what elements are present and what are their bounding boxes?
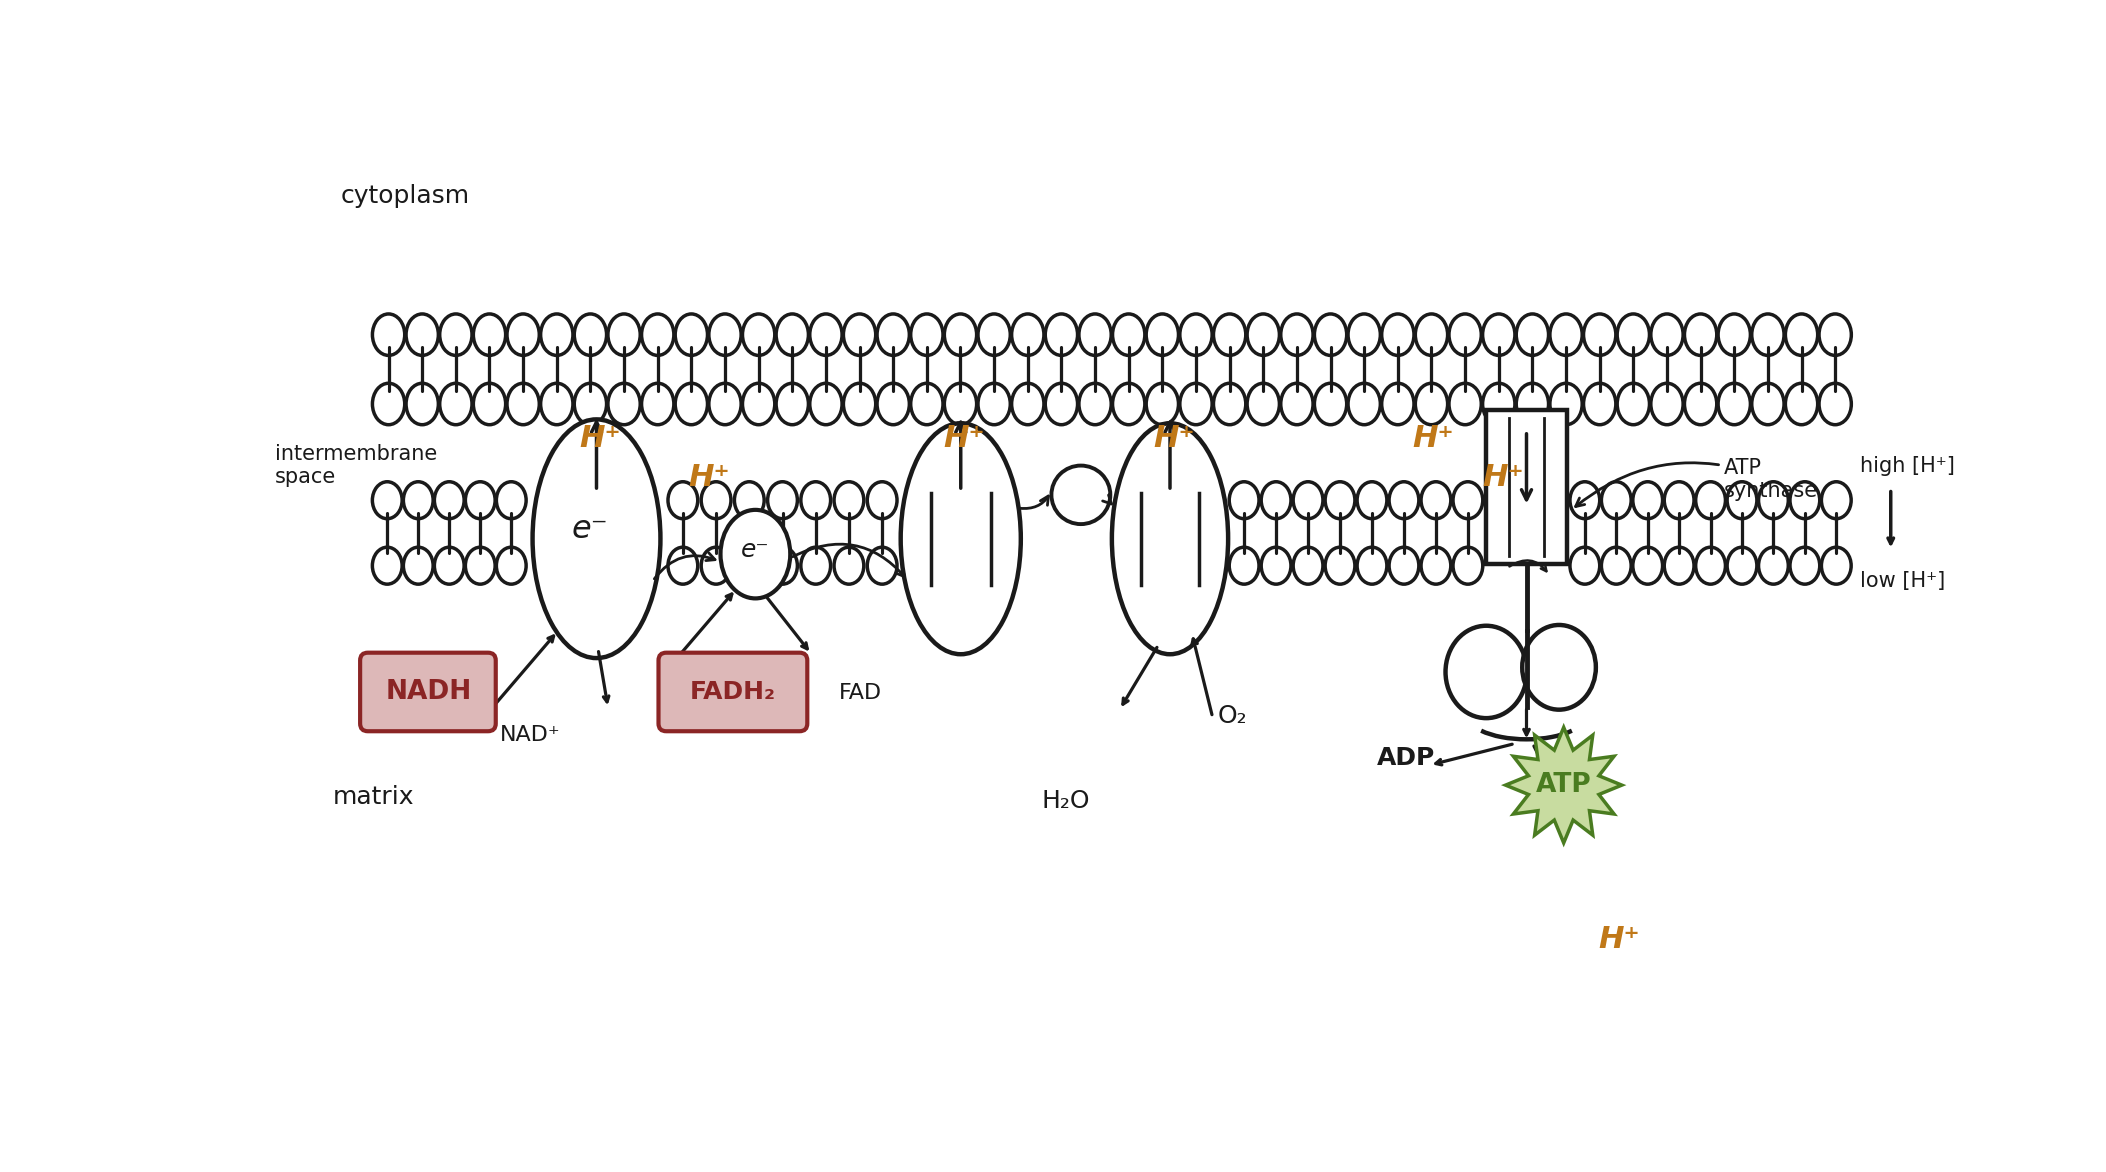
Ellipse shape — [1112, 423, 1228, 654]
Text: H⁺: H⁺ — [943, 424, 986, 454]
Circle shape — [1051, 465, 1110, 524]
Ellipse shape — [901, 423, 1021, 654]
Ellipse shape — [720, 510, 790, 599]
Text: low [H⁺]: low [H⁺] — [1860, 571, 1946, 591]
FancyBboxPatch shape — [360, 653, 495, 731]
Bar — [1487, 410, 1567, 564]
Text: ADP: ADP — [1377, 747, 1436, 770]
Text: H⁺: H⁺ — [1154, 424, 1194, 454]
Text: high [H⁺]: high [H⁺] — [1860, 456, 1954, 476]
Ellipse shape — [1523, 625, 1596, 710]
Text: ATP
synthase: ATP synthase — [1575, 458, 1817, 506]
Text: H⁺: H⁺ — [579, 424, 621, 454]
Text: ATP: ATP — [1535, 772, 1592, 798]
FancyArrowPatch shape — [655, 553, 716, 579]
Text: H₂O: H₂O — [1040, 789, 1089, 812]
Ellipse shape — [533, 420, 661, 659]
FancyArrowPatch shape — [1019, 496, 1049, 509]
Text: NADH: NADH — [385, 679, 472, 706]
Text: intermembrane
space: intermembrane space — [276, 444, 438, 488]
FancyArrowPatch shape — [792, 544, 906, 577]
Text: H⁺: H⁺ — [689, 463, 729, 491]
Text: FAD: FAD — [838, 683, 882, 703]
Text: O₂: O₂ — [1217, 704, 1247, 728]
Text: H⁺: H⁺ — [1598, 925, 1641, 954]
Text: NAD⁺: NAD⁺ — [501, 725, 560, 745]
Polygon shape — [1506, 728, 1622, 843]
Ellipse shape — [1445, 626, 1527, 718]
Text: matrix: matrix — [333, 785, 415, 809]
Text: e⁻: e⁻ — [573, 515, 609, 545]
Text: e⁻: e⁻ — [741, 538, 769, 563]
Text: H⁺: H⁺ — [1413, 424, 1455, 454]
Text: FADH₂: FADH₂ — [691, 680, 775, 704]
Text: H⁺: H⁺ — [1483, 463, 1525, 491]
FancyBboxPatch shape — [659, 653, 807, 731]
Text: cytoplasm: cytoplasm — [341, 184, 470, 209]
FancyArrowPatch shape — [1104, 493, 1112, 504]
